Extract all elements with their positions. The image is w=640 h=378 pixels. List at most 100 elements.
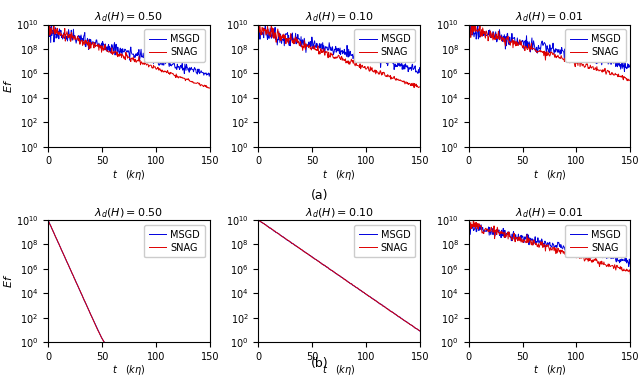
SNAG [45, 219, 52, 223]
MSGD [465, 30, 473, 35]
Line: MSGD: MSGD [468, 22, 630, 71]
SNAG [562, 57, 570, 62]
MSGD [401, 67, 409, 71]
MSGD [601, 255, 609, 259]
MSGD [564, 246, 572, 250]
MSGD [255, 21, 262, 26]
MSGD [414, 71, 422, 76]
MSGD [466, 19, 474, 24]
MSGD [561, 245, 568, 249]
Text: (b): (b) [311, 358, 329, 370]
SNAG [143, 345, 151, 350]
SNAG [206, 86, 214, 90]
Line: MSGD: MSGD [259, 23, 420, 73]
SNAG [351, 284, 358, 288]
SNAG [416, 85, 424, 89]
MSGD [562, 53, 570, 57]
Line: SNAG: SNAG [48, 23, 210, 88]
Line: SNAG: SNAG [48, 220, 210, 348]
SNAG [354, 64, 362, 68]
MSGD [465, 219, 472, 223]
SNAG [392, 77, 399, 81]
Line: MSGD: MSGD [48, 220, 210, 348]
MSGD [140, 55, 148, 60]
MSGD [465, 225, 473, 229]
SNAG [351, 64, 359, 68]
Line: MSGD: MSGD [48, 23, 210, 76]
SNAG [255, 218, 262, 223]
MSGD [255, 218, 262, 222]
Legend: MSGD, SNAG: MSGD, SNAG [564, 225, 625, 257]
Legend: MSGD, SNAG: MSGD, SNAG [564, 29, 625, 62]
Title: $\lambda_d(H) = 0.50$: $\lambda_d(H) = 0.50$ [94, 11, 163, 24]
MSGD [564, 54, 572, 58]
SNAG [612, 73, 620, 77]
Legend: MSGD, SNAG: MSGD, SNAG [144, 225, 205, 257]
X-axis label: $t$   $(k\eta)$: $t$ $(k\eta)$ [532, 363, 566, 377]
SNAG [470, 215, 477, 220]
SNAG [141, 60, 148, 65]
SNAG [465, 223, 473, 228]
MSGD [45, 32, 52, 36]
MSGD [140, 345, 148, 350]
SNAG [401, 319, 409, 323]
MSGD [561, 248, 569, 253]
MSGD [621, 69, 628, 74]
MSGD [191, 345, 198, 350]
SNAG [268, 23, 275, 28]
Line: MSGD: MSGD [468, 221, 630, 266]
MSGD [143, 345, 151, 350]
SNAG [627, 77, 634, 82]
SNAG [140, 345, 148, 350]
MSGD [205, 74, 213, 79]
MSGD [195, 345, 202, 350]
X-axis label: $t$   $(k\eta)$: $t$ $(k\eta)$ [323, 168, 356, 182]
MSGD [206, 71, 214, 76]
MSGD [143, 52, 151, 57]
SNAG [44, 218, 52, 222]
MSGD [206, 345, 214, 350]
MSGD [350, 53, 358, 57]
X-axis label: $t$   $(k\eta)$: $t$ $(k\eta)$ [532, 168, 566, 182]
SNAG [623, 79, 631, 83]
SNAG [602, 262, 609, 267]
SNAG [465, 220, 472, 225]
MSGD [391, 64, 399, 68]
SNAG [410, 85, 418, 90]
Line: SNAG: SNAG [468, 218, 630, 274]
MSGD [416, 329, 424, 333]
SNAG [465, 24, 473, 28]
SNAG [206, 345, 214, 350]
MSGD [191, 65, 198, 70]
Legend: MSGD, SNAG: MSGD, SNAG [355, 29, 415, 62]
X-axis label: $t$   $(k\eta)$: $t$ $(k\eta)$ [112, 363, 146, 377]
SNAG [255, 24, 262, 29]
SNAG [156, 345, 164, 350]
Line: MSGD: MSGD [259, 220, 420, 331]
Text: (a): (a) [311, 189, 329, 202]
MSGD [353, 286, 361, 290]
SNAG [416, 329, 424, 333]
SNAG [191, 81, 199, 85]
MSGD [44, 217, 52, 222]
SNAG [561, 252, 569, 257]
MSGD [611, 256, 619, 260]
SNAG [255, 26, 262, 30]
Legend: MSGD, SNAG: MSGD, SNAG [144, 29, 205, 62]
X-axis label: $t$   $(k\eta)$: $t$ $(k\eta)$ [323, 363, 356, 377]
MSGD [401, 319, 409, 323]
SNAG [50, 21, 58, 26]
SNAG [353, 286, 361, 290]
Line: SNAG: SNAG [468, 21, 630, 81]
Y-axis label: $Ef$: $Ef$ [2, 274, 14, 288]
MSGD [140, 53, 148, 57]
Title: $\lambda_d(H) = 0.50$: $\lambda_d(H) = 0.50$ [94, 206, 163, 220]
MSGD [353, 53, 361, 58]
X-axis label: $t$   $(k\eta)$: $t$ $(k\eta)$ [112, 168, 146, 182]
Title: $\lambda_d(H) = 0.10$: $\lambda_d(H) = 0.10$ [305, 11, 374, 24]
MSGD [391, 311, 399, 316]
MSGD [180, 71, 188, 76]
MSGD [255, 27, 262, 31]
SNAG [612, 268, 620, 272]
MSGD [602, 57, 609, 61]
